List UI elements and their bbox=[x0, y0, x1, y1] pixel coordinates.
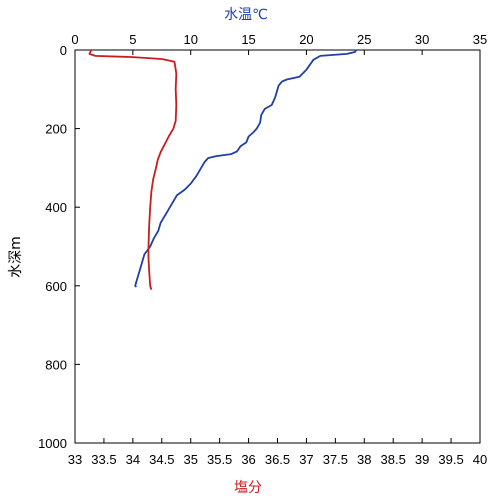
salinity-line bbox=[88, 49, 178, 290]
y-axis: 0 200 400 600 800 1000 bbox=[38, 43, 80, 451]
x-top-tick-label: 25 bbox=[357, 32, 371, 47]
x-bottom-tick-label: 35.5 bbox=[207, 452, 232, 467]
series-layer bbox=[88, 49, 357, 290]
x-axis-top: 0 5 10 15 20 25 30 35 bbox=[71, 32, 487, 55]
y-tick-label: 400 bbox=[45, 200, 67, 215]
x-bottom-tick-label: 34.5 bbox=[149, 452, 174, 467]
x-bottom-tick-label: 40 bbox=[473, 452, 487, 467]
x-bottom-tick-label: 35 bbox=[183, 452, 197, 467]
y-tick-label: 0 bbox=[60, 43, 67, 58]
x-bottom-tick-label: 36.5 bbox=[265, 452, 290, 467]
x-bottom-tick-label: 37 bbox=[299, 452, 313, 467]
x-bottom-tick-label: 39.5 bbox=[438, 452, 463, 467]
x-bottom-tick-label: 38.5 bbox=[381, 452, 406, 467]
x-bottom-tick-label: 33 bbox=[68, 452, 82, 467]
x-top-tick-label: 10 bbox=[183, 32, 197, 47]
x-top-tick-label: 5 bbox=[129, 32, 136, 47]
plot-area bbox=[74, 49, 481, 444]
x-bottom-axis-title: 塩分 bbox=[234, 480, 262, 496]
x-bottom-tick-label: 38 bbox=[357, 452, 371, 467]
x-top-tick-label: 20 bbox=[299, 32, 313, 47]
y-tick-label: 800 bbox=[45, 357, 67, 372]
x-bottom-tick-label: 37.5 bbox=[323, 452, 348, 467]
x-top-tick-label: 35 bbox=[473, 32, 487, 47]
x-bottom-tick-label: 39 bbox=[415, 452, 429, 467]
x-top-tick-label: 15 bbox=[241, 32, 255, 47]
x-bottom-tick-label: 36 bbox=[241, 452, 255, 467]
x-bottom-tick-label: 34 bbox=[126, 452, 140, 467]
x-axis-bottom: 33 33.5 34 34.5 35 35.5 36 36.5 37 37.5 38 38.5 39 39… bbox=[68, 438, 487, 467]
y-tick-label: 600 bbox=[45, 279, 67, 294]
x-bottom-tick-label: 33.5 bbox=[91, 452, 116, 467]
y-tick-label: 200 bbox=[45, 122, 67, 137]
y-axis-title: 水深m bbox=[8, 236, 24, 278]
y-tick-label: 1000 bbox=[38, 436, 67, 451]
temperature-line bbox=[134, 49, 357, 288]
x-top-tick-label: 0 bbox=[71, 32, 78, 47]
x-top-tick-label: 30 bbox=[415, 32, 429, 47]
x-top-axis-title: 水温℃ bbox=[224, 7, 268, 23]
